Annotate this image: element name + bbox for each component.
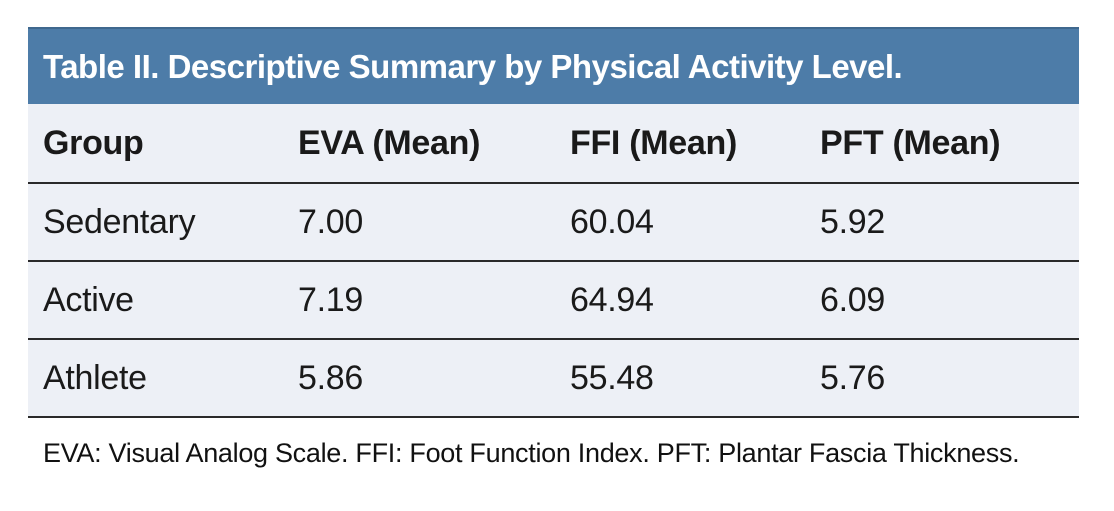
cell-ffi: 64.94 (570, 261, 820, 340)
cell-group: Sedentary (28, 183, 298, 262)
table-row-sedentary: Sedentary 7.00 60.04 5.92 (28, 183, 1079, 262)
column-header-pft-mean: PFT (Mean) (820, 104, 1079, 184)
summary-table: Group EVA (Mean) FFI (Mean) PFT (Mean) S… (28, 104, 1079, 418)
cell-pft: 5.92 (820, 183, 1079, 262)
cell-ffi: 55.48 (570, 339, 820, 418)
cell-eva: 7.19 (298, 261, 570, 340)
column-header-eva-mean: EVA (Mean) (298, 104, 570, 184)
cell-pft: 6.09 (820, 261, 1079, 340)
table-title: Table II. Descriptive Summary by Physica… (43, 47, 903, 85)
cell-group: Athlete (28, 339, 298, 418)
table-figure: Table II. Descriptive Summary by Physica… (28, 27, 1079, 469)
cell-eva: 5.86 (298, 339, 570, 418)
table-footnote: EVA: Visual Analog Scale. FFI: Foot Func… (43, 438, 1020, 468)
cell-pft: 5.76 (820, 339, 1079, 418)
cell-ffi: 60.04 (570, 183, 820, 262)
column-header-group: Group (28, 104, 298, 184)
cell-eva: 7.00 (298, 183, 570, 262)
table-row-active: Active 7.19 64.94 6.09 (28, 261, 1079, 340)
table-row-athlete: Athlete 5.86 55.48 5.76 (28, 339, 1079, 418)
table-title-bar: Table II. Descriptive Summary by Physica… (28, 27, 1079, 104)
column-header-ffi-mean: FFI (Mean) (570, 104, 820, 184)
cell-group: Active (28, 261, 298, 340)
header-row: Group EVA (Mean) FFI (Mean) PFT (Mean) (28, 104, 1079, 184)
